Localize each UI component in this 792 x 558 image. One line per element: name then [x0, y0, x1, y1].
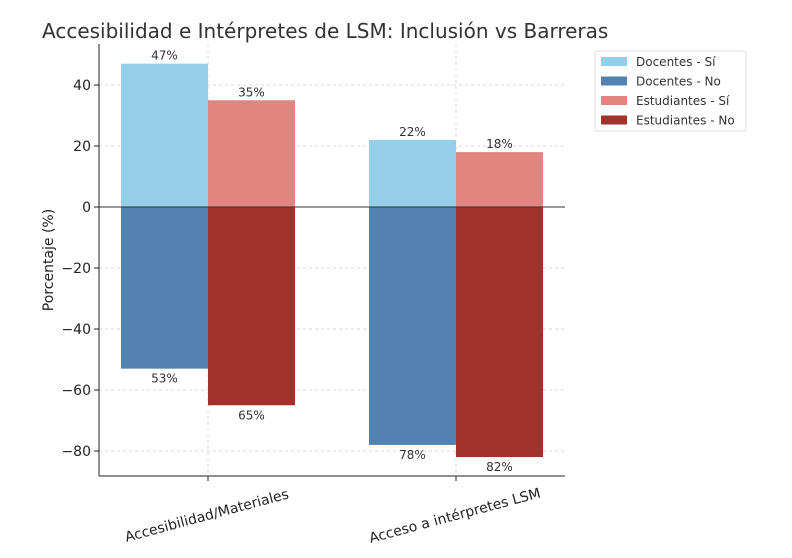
bar [121, 207, 208, 369]
bar [369, 207, 456, 445]
legend-box [594, 50, 747, 132]
bar [369, 139, 456, 207]
legend-swatch [601, 96, 627, 105]
bar [121, 63, 208, 208]
y-tick-label: −80 [61, 444, 91, 460]
bar-data-label: 78% [399, 448, 426, 462]
bar [208, 100, 295, 207]
legend: Docentes - Sí Docentes - No Estudiantes - … [594, 50, 747, 132]
y-tick-label: 20 [73, 139, 91, 155]
chart-title: Accesibilidad e Intérpretes de LSM: Incl… [42, 19, 608, 43]
y-tick-label: 0 [82, 200, 91, 216]
bar [208, 207, 295, 406]
bar-data-label: 82% [486, 460, 513, 474]
legend-label: Docentes - No [636, 75, 721, 89]
bars: 47% 22% 53% 78% 35% 18% 65% 82% [121, 49, 543, 474]
legend-label: Docentes - Sí [636, 55, 716, 69]
bar-data-label: 22% [399, 125, 426, 139]
legend-swatch [601, 76, 627, 86]
y-tick-label: −60 [61, 383, 91, 399]
bar-data-label: 47% [151, 49, 178, 63]
bar-data-label: 18% [486, 137, 513, 151]
x-tick-label: Acceso a intérpretes LSM [367, 486, 542, 547]
legend-label: Estudiantes - No [636, 114, 735, 128]
bar-data-label: 65% [238, 408, 265, 422]
y-axis-label: Porcentaje (%) [41, 209, 57, 311]
x-tick-label: Accesibilidad/Materiales [123, 487, 290, 546]
legend-swatch [601, 115, 627, 125]
y-tick-label: 40 [73, 78, 91, 94]
legend-swatch [601, 57, 627, 66]
bar [456, 152, 543, 207]
y-tick-label: −20 [61, 261, 91, 277]
bar [456, 207, 543, 458]
bar-data-label: 53% [151, 372, 178, 386]
legend-label: Estudiantes - Sí [636, 94, 730, 108]
bar-data-label: 35% [238, 85, 265, 99]
y-tick-label: −40 [61, 322, 91, 338]
